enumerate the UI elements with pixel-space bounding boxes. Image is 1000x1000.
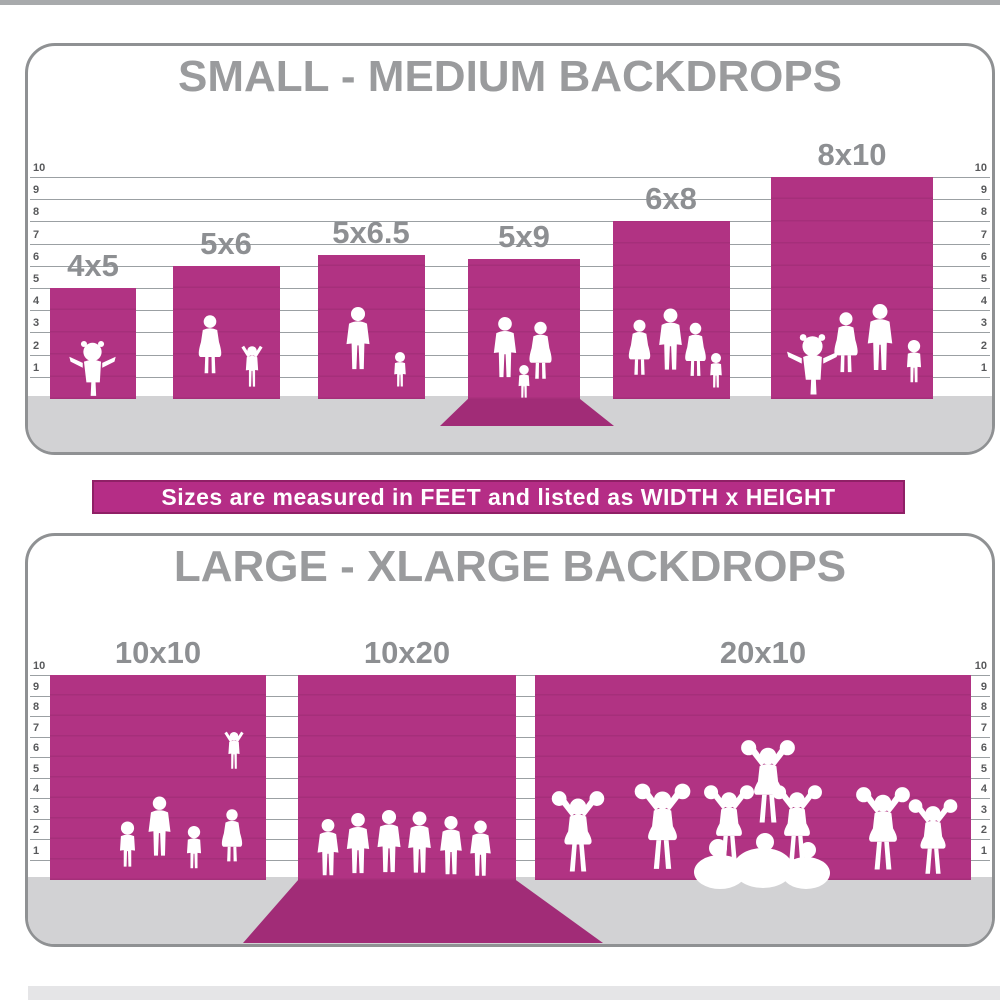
ruler-number-left: 2 <box>33 339 40 352</box>
large-xlarge-stage: 10x10 10x20 20x10 1 1 2 2 3 3 4 4 5 5 6 6 7 7 8 8 9 9 10 10 <box>28 536 992 944</box>
backdrop-6x8 <box>613 221 730 399</box>
ruler-number-right: 7 <box>980 228 987 241</box>
foot-gridline <box>30 177 990 178</box>
size-label-10x20: 10x20 <box>363 635 451 670</box>
ruler-number-right: 3 <box>980 317 987 330</box>
ruler-number-left: 7 <box>33 228 40 241</box>
small-medium-stage: 4x5 5x6 5x6.5 5x9 6x8 8x10 1 1 2 2 3 3 4 4 5 5 6 6 7… <box>28 46 992 452</box>
ruler-number-left: 6 <box>33 250 40 263</box>
size-label-5x6.5: 5x6.5 <box>332 215 410 250</box>
panel-title-small-medium: SMALL - MEDIUM BACKDROPS <box>177 52 843 101</box>
ruler-number-right: 3 <box>980 803 987 816</box>
size-label-10x10: 10x10 <box>114 635 202 670</box>
ruler-number-right: 2 <box>980 824 987 836</box>
ruler-number-left: 6 <box>33 742 40 754</box>
backdrop-10x10 <box>50 675 266 880</box>
ruler-number-right: 2 <box>980 339 987 352</box>
ruler-number-right: 10 <box>974 660 987 672</box>
panel-large-xlarge: 10x10 10x20 20x10 1 1 2 2 3 3 4 4 5 5 6 6 7 7 8 8 9 9 10 10… <box>25 533 995 947</box>
ruler-number-left: 10 <box>33 660 46 672</box>
foot-gridline <box>30 199 990 201</box>
ruler-number-left: 3 <box>33 317 40 330</box>
ruler-number-right: 4 <box>980 783 987 795</box>
ruler-number-right: 8 <box>980 206 987 219</box>
ruler-number-right: 6 <box>980 742 987 754</box>
ruler-number-right: 4 <box>980 295 987 308</box>
ruler-number-left: 8 <box>33 206 40 219</box>
panel-title-large-xlarge: LARGE - XLARGE BACKDROPS <box>173 542 847 591</box>
ruler-number-left: 5 <box>33 273 40 285</box>
ruler-number-left: 9 <box>33 184 40 197</box>
ruler-number-right: 8 <box>980 701 987 713</box>
ruler-number-left: 1 <box>33 361 40 374</box>
ruler-number-left: 1 <box>33 844 40 857</box>
bottom-edge-strip <box>28 986 1000 1000</box>
backdrop-5x9 <box>468 259 580 399</box>
ruler-number-left: 4 <box>33 783 40 795</box>
foot-gridline <box>30 243 990 245</box>
ruler-number-left: 7 <box>33 721 40 734</box>
size-label-4x5: 4x5 <box>67 248 119 283</box>
backdrop-8x10 <box>771 177 933 399</box>
ruler-number-right: 1 <box>980 361 987 374</box>
panel-small-medium: 4x5 5x6 5x6.5 5x9 6x8 8x10 1 1 2 2 3 3 4 4 5 5 6 6 7… <box>25 43 995 455</box>
size-label-6x8: 6x8 <box>645 181 697 216</box>
floor-sweep-5x9 <box>440 399 614 426</box>
backdrop-20x10 <box>535 675 971 880</box>
ruler-number-right: 7 <box>980 721 987 734</box>
foot-gridline <box>30 221 990 223</box>
ruler-number-right: 10 <box>974 162 987 174</box>
ruler-number-right: 6 <box>980 250 987 263</box>
top-edge-strip <box>0 0 1000 5</box>
size-note-banner: Sizes are measured in FEET and listed as… <box>92 480 905 514</box>
ruler-number-right: 9 <box>980 680 987 693</box>
backdrop-4x5 <box>50 288 136 399</box>
ruler-number-right: 9 <box>980 184 987 197</box>
ruler-number-right: 5 <box>980 273 987 285</box>
size-note-text: Sizes are measured in FEET and listed as… <box>161 483 836 510</box>
size-label-20x10: 20x10 <box>719 635 807 670</box>
ruler-number-left: 2 <box>33 824 40 836</box>
ruler-number-right: 1 <box>980 844 987 857</box>
size-label-5x6: 5x6 <box>200 226 252 261</box>
size-label-5x9: 5x9 <box>498 219 550 254</box>
ruler-number-left: 8 <box>33 701 40 713</box>
ruler-number-left: 9 <box>33 680 40 693</box>
size-label-8x10: 8x10 <box>817 137 887 172</box>
ruler-number-left: 5 <box>33 762 40 775</box>
ruler-number-left: 3 <box>33 803 40 816</box>
ruler-number-left: 4 <box>33 295 40 308</box>
ruler-number-right: 5 <box>980 762 987 775</box>
backdrop-5x6 <box>173 266 280 399</box>
backdrop-5x6.5 <box>318 255 425 399</box>
backdrop-10x20 <box>298 675 516 880</box>
ruler-number-left: 10 <box>33 162 46 174</box>
